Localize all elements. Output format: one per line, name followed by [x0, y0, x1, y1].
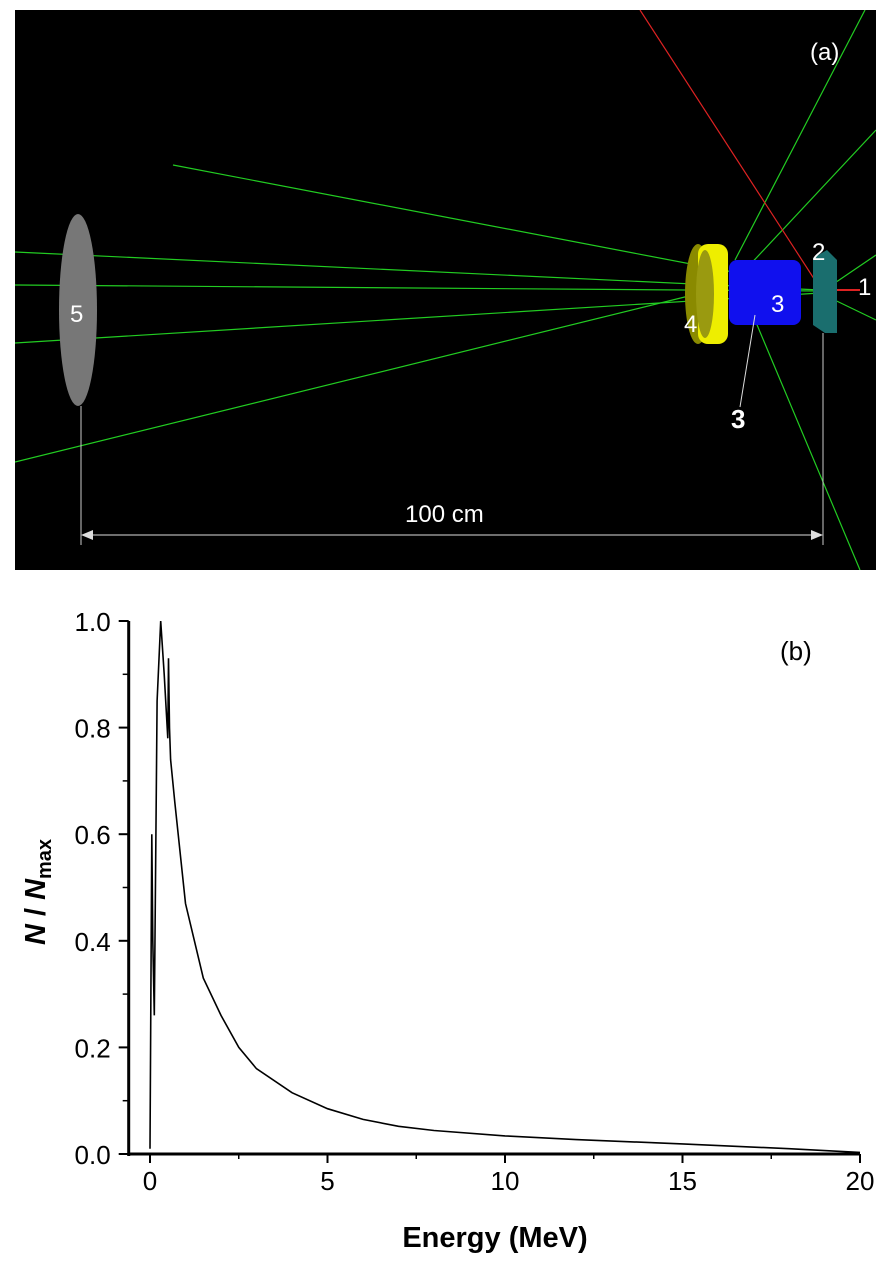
y-tick-label: 0.8	[75, 714, 111, 744]
component-2-target	[813, 250, 837, 333]
label-leader-line	[739, 314, 756, 408]
particle-track	[15, 291, 706, 463]
y-tick-label: 0.6	[75, 820, 111, 850]
y-tick-label: 0.4	[75, 927, 111, 957]
y-tick-label: 1.0	[75, 607, 111, 637]
x-tick-label: 10	[491, 1166, 520, 1196]
primary-beam-track	[639, 10, 821, 289]
particle-track	[744, 129, 876, 271]
x-axis-label: Energy (MeV)	[402, 1222, 587, 1254]
x-tick-label: 15	[668, 1166, 697, 1196]
label-2: 2	[812, 239, 825, 266]
particle-track	[754, 319, 861, 570]
label-1: 1	[858, 274, 871, 301]
component-4-face	[696, 250, 714, 338]
arrow-left-icon	[81, 530, 93, 540]
x-tick-label: 5	[320, 1166, 334, 1196]
label-3: 3	[731, 404, 745, 434]
x-tick-label: 20	[846, 1166, 875, 1196]
label-5: 5	[70, 301, 83, 328]
label-4: 4	[684, 311, 697, 338]
simulation-geometry-panel: (a) 1 2 3 3 4 5 100 cm	[15, 10, 876, 570]
particle-track	[172, 164, 786, 283]
label-3-inner: 3	[771, 291, 784, 318]
y-tick-label: 0.2	[75, 1033, 111, 1063]
component-3-cylinder	[729, 260, 801, 325]
spectrum-line	[149, 620, 861, 1154]
chart-axes: 0 5 10 15 20 0.0 0.2 0.4 0.6 0.8 1.0	[75, 607, 875, 1196]
panel-a-label: (a)	[810, 39, 839, 66]
x-tick-label: 0	[143, 1166, 157, 1196]
particle-track	[734, 10, 866, 261]
energy-spectrum-chart: 0 5 10 15 20 0.0 0.2 0.4 0.6 0.8 1.0 (b) Energy (M…	[20, 607, 875, 1254]
arrow-right-icon	[811, 530, 823, 540]
y-axis-label: N / Nmax	[20, 839, 56, 945]
dimension-label: 100 cm	[405, 501, 484, 528]
panel-b-label: (b)	[780, 636, 812, 666]
component-5-screen	[59, 214, 97, 406]
y-tick-label: 0.0	[75, 1140, 111, 1170]
